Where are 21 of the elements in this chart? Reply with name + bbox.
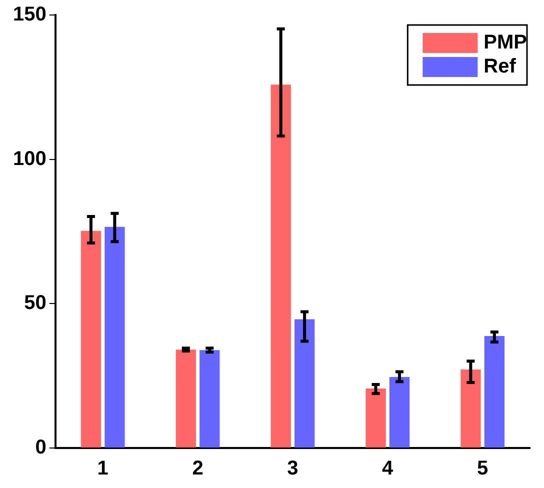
x-tick-label: 4 <box>382 458 394 480</box>
legend-label: Ref <box>484 56 516 78</box>
bar <box>176 350 196 448</box>
bar <box>366 388 386 448</box>
bar <box>484 336 504 448</box>
x-tick-label: 5 <box>476 458 488 480</box>
bar <box>80 230 102 448</box>
x-tick-label: 3 <box>287 458 298 480</box>
x-tick-label: 1 <box>97 458 108 480</box>
bar <box>294 319 315 448</box>
y-tick-label: 0 <box>35 436 46 459</box>
y-tick-label: 150 <box>12 4 46 26</box>
x-tick-label: 2 <box>192 458 204 480</box>
bar <box>104 226 125 448</box>
bar <box>270 84 291 448</box>
bar <box>200 350 220 448</box>
bar <box>460 369 481 448</box>
y-tick-label: 100 <box>12 148 46 170</box>
legend-label: PMP <box>484 32 528 54</box>
y-tick-label: 50 <box>24 292 46 314</box>
bar <box>389 376 410 448</box>
